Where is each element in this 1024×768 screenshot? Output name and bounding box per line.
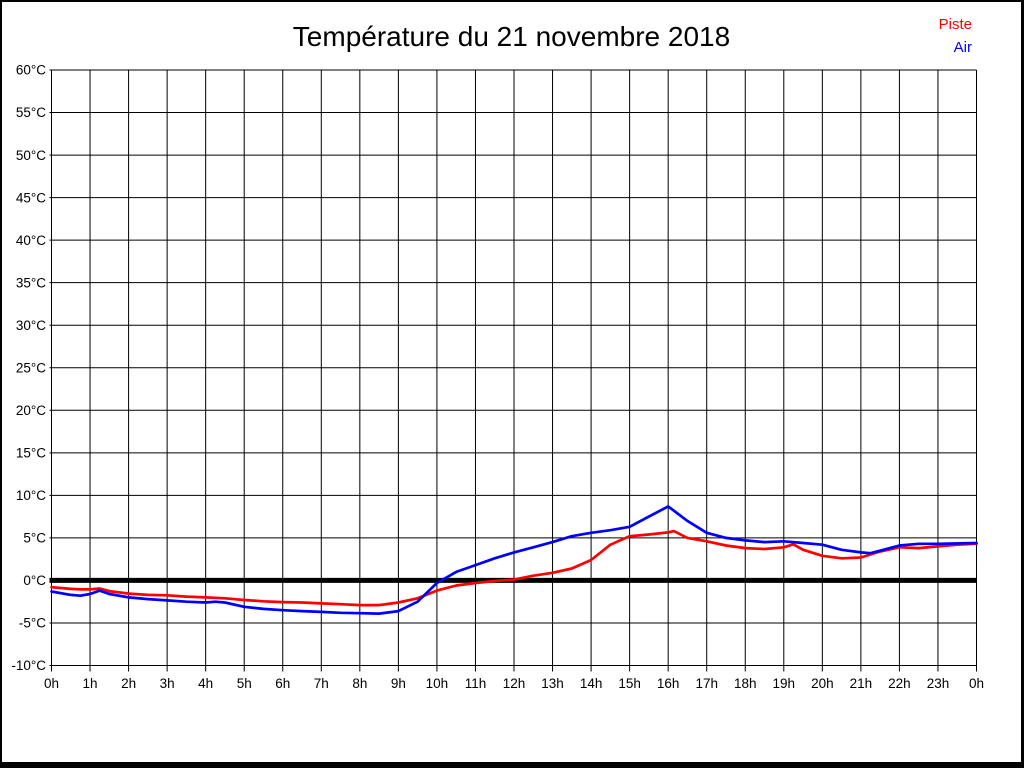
y-tick-label: 10°C	[16, 488, 46, 503]
x-tick-label: 2h	[121, 676, 136, 691]
x-tick-label: 0h	[44, 676, 59, 691]
y-tick-label: 50°C	[16, 148, 46, 163]
y-tick-label: 30°C	[16, 318, 46, 333]
x-tick-label: 8h	[352, 676, 367, 691]
x-tick-label: 1h	[83, 676, 98, 691]
x-tick-label: 9h	[391, 676, 406, 691]
x-tick-label: 3h	[160, 676, 175, 691]
x-tick-label: 23h	[927, 676, 950, 691]
y-tick-label: 45°C	[16, 190, 46, 205]
y-tick-label: 5°C	[23, 531, 46, 546]
x-tick-label: 20h	[811, 676, 834, 691]
y-tick-label: 20°C	[16, 403, 46, 418]
x-tick-label: 10h	[426, 676, 449, 691]
legend: Piste Air	[939, 13, 972, 59]
x-tick-label: 0h	[969, 676, 984, 691]
y-tick-label: 25°C	[16, 360, 46, 375]
y-tick-label: 55°C	[16, 105, 46, 120]
x-tick-label: 18h	[734, 676, 757, 691]
series-line-air	[50, 505, 978, 615]
x-tick-label: 7h	[314, 676, 329, 691]
legend-item-piste: Piste	[938, 16, 972, 33]
chart-title: Température du 21 novembre 2018	[292, 21, 731, 52]
y-tick-label: 0°C	[23, 573, 46, 588]
x-tick-label: 16h	[657, 676, 680, 691]
x-tick-label: 4h	[198, 676, 213, 691]
y-tick-label: -5°C	[19, 616, 46, 631]
x-tick-label: 11h	[465, 676, 487, 691]
y-tick-label: 35°C	[16, 275, 46, 290]
x-tick-label: 21h	[850, 676, 873, 691]
y-tick-label: 60°C	[16, 63, 46, 78]
x-tick-label: 12h	[503, 676, 526, 691]
x-tick-label: 13h	[541, 676, 564, 691]
legend-item-air: Air	[953, 39, 972, 56]
x-tick-label: 5h	[237, 676, 252, 691]
x-tick-label: 6h	[275, 676, 290, 691]
y-tick-label: 15°C	[16, 446, 46, 461]
series-line-piste	[50, 529, 978, 607]
x-tick-label: 19h	[773, 676, 796, 691]
x-tick-label: 22h	[888, 676, 911, 691]
x-tick-label: 17h	[695, 676, 718, 691]
y-tick-label: 40°C	[16, 233, 46, 248]
x-tick-label: 14h	[580, 676, 603, 691]
y-tick-label: -10°C	[11, 658, 46, 673]
x-tick-label: 15h	[618, 676, 641, 691]
